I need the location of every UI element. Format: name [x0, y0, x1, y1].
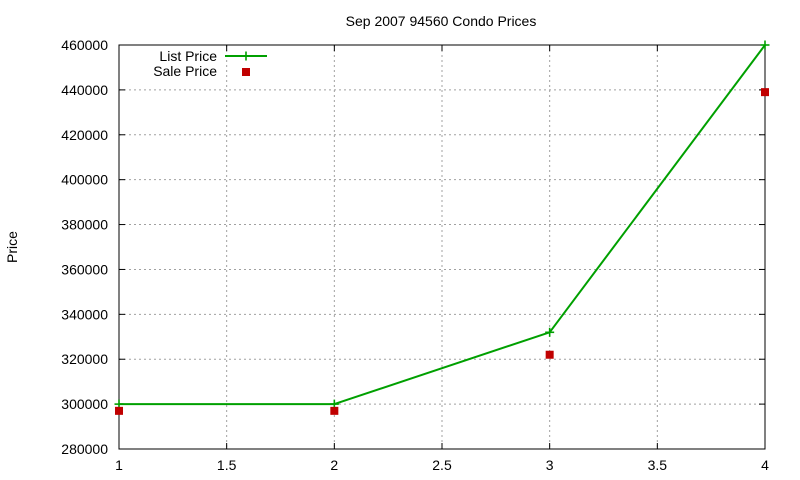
y-tick-label: 340000: [61, 306, 108, 322]
legend-marker-sale-price: [242, 68, 250, 76]
x-tick-label: 3: [546, 457, 554, 473]
sale-price-point: [761, 88, 769, 97]
x-tick-label: 4: [761, 457, 769, 473]
y-tick-label: 300000: [61, 396, 108, 412]
list-price-point: [760, 40, 770, 50]
list-price-line: [119, 44, 766, 406]
y-tick-label: 360000: [61, 261, 108, 277]
sale-price-point: [330, 406, 339, 415]
y-tick-label: 280000: [61, 441, 108, 457]
legend-label-sale-price: Sale Price: [153, 63, 217, 79]
x-tick-label: 1.5: [217, 457, 237, 473]
y-tick-label: 400000: [61, 172, 108, 188]
y-tick-label: 440000: [61, 82, 108, 98]
x-tick-label: 2.5: [432, 457, 452, 473]
legend-symbol-list-price: [225, 51, 267, 61]
x-tick-label: 3.5: [648, 457, 668, 473]
sale-price-point: [115, 406, 123, 415]
list-price-point: [545, 327, 555, 337]
grid-layer: [119, 45, 765, 449]
x-tick-label: 1: [115, 457, 123, 473]
y-axis-label: Price: [4, 231, 20, 263]
legend: List Price Sale Price: [153, 48, 267, 79]
legend-label-list-price: List Price: [159, 48, 217, 64]
y-tick-label: 380000: [61, 217, 108, 233]
y-tick-label: 420000: [61, 127, 108, 143]
chart-title: Sep 2007 94560 Condo Prices: [346, 13, 537, 29]
y-tick-label: 320000: [61, 351, 108, 367]
y-tick-label: 460000: [61, 37, 108, 53]
legend-marker-list-price: [241, 51, 251, 61]
x-tick-label: 2: [330, 457, 338, 473]
series-layer: [114, 40, 770, 415]
legend-symbol-sale-price: [242, 68, 250, 76]
tick-layer: 1 1.5 2 2.5 3 3.5 4 280000 300000 320000 340000 360…: [61, 37, 769, 473]
sale-price-point: [545, 350, 554, 359]
